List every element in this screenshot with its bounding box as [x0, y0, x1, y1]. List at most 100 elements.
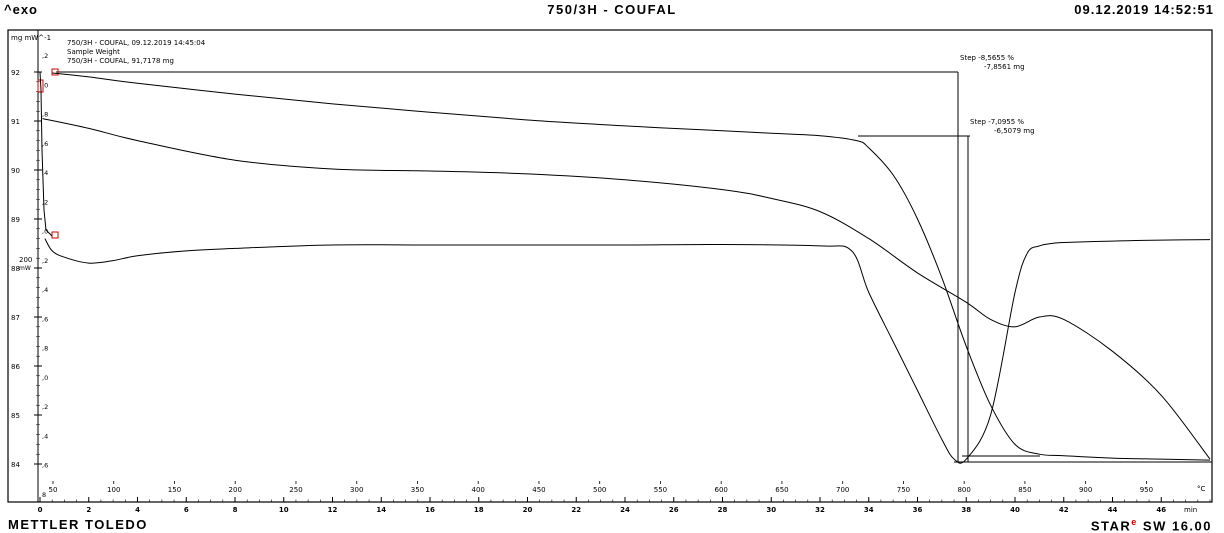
header-exo-label: ^exo — [4, 2, 38, 17]
time-tick-label: 30 — [766, 506, 776, 514]
temperature-tick-label: 800 — [957, 486, 970, 494]
time-tick-label: 8 — [233, 506, 238, 514]
temperature-tick-label: 400 — [472, 486, 485, 494]
dtg-tick-label: ,8 — [42, 111, 48, 119]
time-tick-label: 36 — [913, 506, 923, 514]
software-version: SW 16.00 — [1142, 518, 1212, 533]
temperature-tick-label: 550 — [654, 486, 667, 494]
temperature-tick-label: 250 — [289, 486, 302, 494]
temperature-tick-label: 350 — [411, 486, 424, 494]
dtg-tick-label: ,2 — [42, 257, 48, 265]
step-2-mass: -6,5079 mg — [994, 127, 1035, 135]
temperature-axis-unit: °C — [1197, 485, 1206, 493]
time-tick-label: 34 — [864, 506, 874, 514]
time-tick-label: 0 — [38, 506, 43, 514]
mass-tick-label: 84 — [11, 461, 20, 469]
time-tick-label: 40 — [1010, 506, 1020, 514]
temperature-tick-label: 750 — [897, 486, 910, 494]
time-tick-label: 20 — [523, 506, 533, 514]
temperature-tick-label: 100 — [107, 486, 120, 494]
dtg-tick-label: ,2 — [42, 52, 48, 60]
dtg-tick-label: 8 — [42, 491, 46, 499]
temperature-tick-label: 500 — [593, 486, 606, 494]
plot-frame — [7, 29, 1213, 503]
time-tick-label: 38 — [961, 506, 971, 514]
time-tick-label: 12 — [328, 506, 338, 514]
time-tick-label: 22 — [571, 506, 581, 514]
footer-software: STARe SW 16.00 — [1091, 517, 1212, 533]
time-tick-label: 10 — [279, 506, 289, 514]
mass-tick-label: 89 — [11, 216, 20, 224]
time-tick-label: 44 — [1108, 506, 1118, 514]
star-brand: STAR — [1090, 518, 1132, 533]
temperature-tick-label: 850 — [1018, 486, 1031, 494]
thermal-analysis-plot: 0 2 4 6 8 10 12 14 16 18 20 22 24 26 28 30 32 34 36 38 40 42 4… — [7, 29, 1213, 514]
mass-tick-label: 90 — [11, 167, 20, 175]
step-1-mass: -7,8561 mg — [984, 63, 1025, 71]
tga-upper-curve — [52, 72, 1211, 461]
mass-tick-label: 85 — [11, 412, 20, 420]
time-axis-unit: min — [1184, 506, 1197, 514]
tga-lower-curve — [42, 118, 1211, 460]
mass-tick-label: 88 — [11, 265, 20, 273]
dtg-tick-label: ,6 — [42, 315, 48, 323]
header-timestamp: 09.12.2019 14:52:51 — [1074, 2, 1214, 17]
chart-title: 750/3H - COUFAL — [547, 2, 677, 17]
time-tick-label: 46 — [1156, 506, 1166, 514]
dsc-axis-label: 200 — [19, 256, 32, 264]
dtg-tick-label: ,4 — [42, 286, 48, 294]
time-tick-label: 42 — [1059, 506, 1069, 514]
time-tick-label: 18 — [474, 506, 484, 514]
dsc-axis-unit: mW — [19, 265, 31, 272]
time-tick-label: 32 — [815, 506, 825, 514]
time-tick-label: 2 — [86, 506, 91, 514]
time-tick-label: 14 — [376, 506, 386, 514]
mass-tick-label: 92 — [11, 69, 20, 77]
temperature-tick-label: 150 — [168, 486, 181, 494]
time-axis: 0 2 4 6 8 10 12 14 16 18 20 22 24 26 28 30 32 34 36 38 40 42 4… — [38, 497, 1211, 514]
dtg-tick-label: ,6 — [42, 140, 48, 148]
dtg-tick-label: ,0 — [42, 228, 48, 236]
dtg-tick-label: ,8 — [42, 345, 48, 353]
mass-axis: 92 91 90 89 88 87 86 85 84 — [11, 69, 42, 469]
footer-brand: METTLER TOLEDO — [8, 517, 148, 532]
temperature-axis: 50 100 150 200 250 300 350 400 450 500 550 600 650 70… — [49, 481, 1153, 494]
dtg-tick-label: ,0 — [42, 81, 48, 89]
temperature-tick-label: 950 — [1140, 486, 1153, 494]
dsc-curve — [44, 238, 1211, 464]
initial-drop-curve — [39, 71, 53, 237]
info-line-3: 750/3H - COUFAL, 91,7178 mg — [67, 57, 174, 65]
temperature-tick-label: 600 — [715, 486, 728, 494]
dtg-tick-label: ,4 — [42, 432, 48, 440]
temperature-tick-label: 50 — [49, 486, 58, 494]
mass-tick-label: 86 — [11, 363, 20, 371]
temperature-tick-label: 200 — [229, 486, 242, 494]
left-axis-units: mg mW^-1 — [11, 34, 51, 42]
dtg-tick-label: ,2 — [42, 198, 48, 206]
temperature-tick-label: 300 — [350, 486, 363, 494]
mass-tick-label: 87 — [11, 314, 20, 322]
time-tick-label: 24 — [620, 506, 630, 514]
dtg-tick-label: ,4 — [42, 169, 48, 177]
start-marker-upper — [51, 68, 59, 76]
step-2-label: Step -7,0955 % — [970, 118, 1024, 126]
time-tick-label: 4 — [135, 506, 140, 514]
info-line-1: 750/3H - COUFAL, 09.12.2019 14:45:04 — [67, 39, 206, 47]
time-tick-label: 16 — [425, 506, 435, 514]
dtg-tick-label: ,0 — [42, 374, 48, 382]
temperature-tick-label: 450 — [532, 486, 545, 494]
info-line-2: Sample Weight — [67, 48, 120, 56]
temperature-tick-label: 700 — [836, 486, 849, 494]
temperature-tick-label: 650 — [775, 486, 788, 494]
temperature-tick-label: 900 — [1079, 486, 1092, 494]
mass-tick-label: 91 — [11, 118, 20, 126]
step-1-label: Step -8,5655 % — [960, 54, 1014, 62]
time-tick-label: 28 — [718, 506, 728, 514]
star-mark: e — [1131, 517, 1138, 527]
time-tick-label: 6 — [184, 506, 189, 514]
start-marker-dsc — [51, 231, 59, 239]
dtg-tick-label: ,6 — [42, 462, 48, 470]
time-tick-label: 26 — [669, 506, 679, 514]
dtg-tick-label: ,2 — [42, 403, 48, 411]
dtg-axis: ,2 ,0 ,8 ,6 ,4 ,2 ,0 ,2 ,4 ,6 ,8 ,0 ,2 ,4 ,6 8 — [42, 52, 48, 499]
